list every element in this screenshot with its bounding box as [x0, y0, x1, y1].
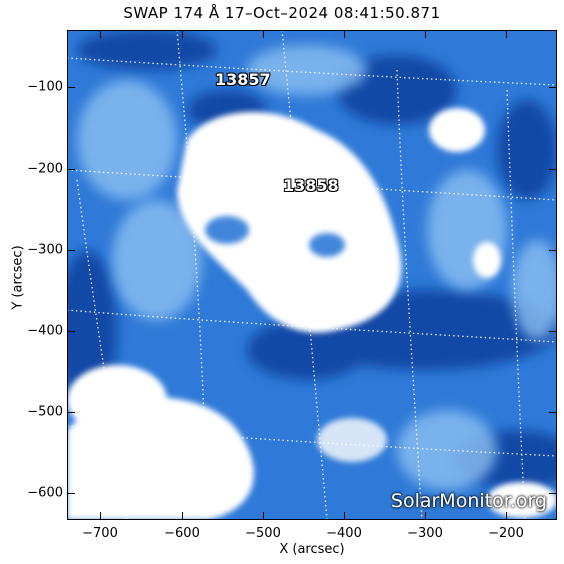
x-tick-mark — [344, 512, 345, 520]
y-tick-mark — [549, 493, 557, 494]
y-tick-label: −600 — [27, 485, 63, 501]
x-tick-mark — [263, 512, 264, 520]
x-tick-label: −400 — [326, 526, 362, 541]
x-axis-label: X (arcsec) — [279, 542, 345, 557]
y-tick-mark — [67, 493, 75, 494]
x-tick-mark — [425, 512, 426, 520]
x-tick-label: −500 — [245, 526, 281, 541]
y-tick-mark — [549, 412, 557, 413]
y-tick-mark — [67, 331, 75, 332]
x-tick-mark — [506, 30, 507, 38]
y-tick-mark — [549, 87, 557, 88]
x-tick-mark — [100, 512, 101, 520]
x-tick-mark — [182, 30, 183, 38]
y-tick-label: −100 — [27, 79, 63, 95]
y-tick-label: −500 — [27, 404, 63, 420]
y-tick-mark — [549, 169, 557, 170]
x-tick-mark — [100, 30, 101, 38]
y-tick-mark — [549, 250, 557, 251]
x-tick-mark — [182, 512, 183, 520]
watermark: SolarMonitor.org — [390, 490, 547, 512]
y-tick-label: −200 — [27, 161, 63, 177]
solar-image: 13857 13858 SolarMonitor.org — [67, 30, 557, 520]
y-tick-mark — [549, 331, 557, 332]
x-tick-label: −200 — [488, 526, 524, 541]
active-region-label: 13857 — [215, 70, 271, 89]
euv-image-rendering — [67, 30, 557, 520]
x-tick-mark — [506, 512, 507, 520]
plot-title: SWAP 174 Å 17–Oct–2024 08:41:50.871 — [123, 4, 441, 22]
x-tick-label: −700 — [82, 526, 118, 541]
y-axis-label: Y (arcsec) — [10, 245, 26, 310]
x-tick-label: −300 — [407, 526, 443, 541]
x-tick-label: −600 — [164, 526, 200, 541]
active-region-label: 13858 — [283, 176, 339, 195]
x-tick-mark — [263, 30, 264, 38]
y-tick-mark — [67, 250, 75, 251]
x-tick-mark — [425, 30, 426, 38]
y-tick-label: −300 — [27, 242, 63, 258]
y-tick-label: −400 — [27, 323, 63, 339]
y-tick-mark — [67, 412, 75, 413]
y-tick-mark — [67, 169, 75, 170]
x-tick-mark — [344, 30, 345, 38]
y-tick-mark — [67, 87, 75, 88]
